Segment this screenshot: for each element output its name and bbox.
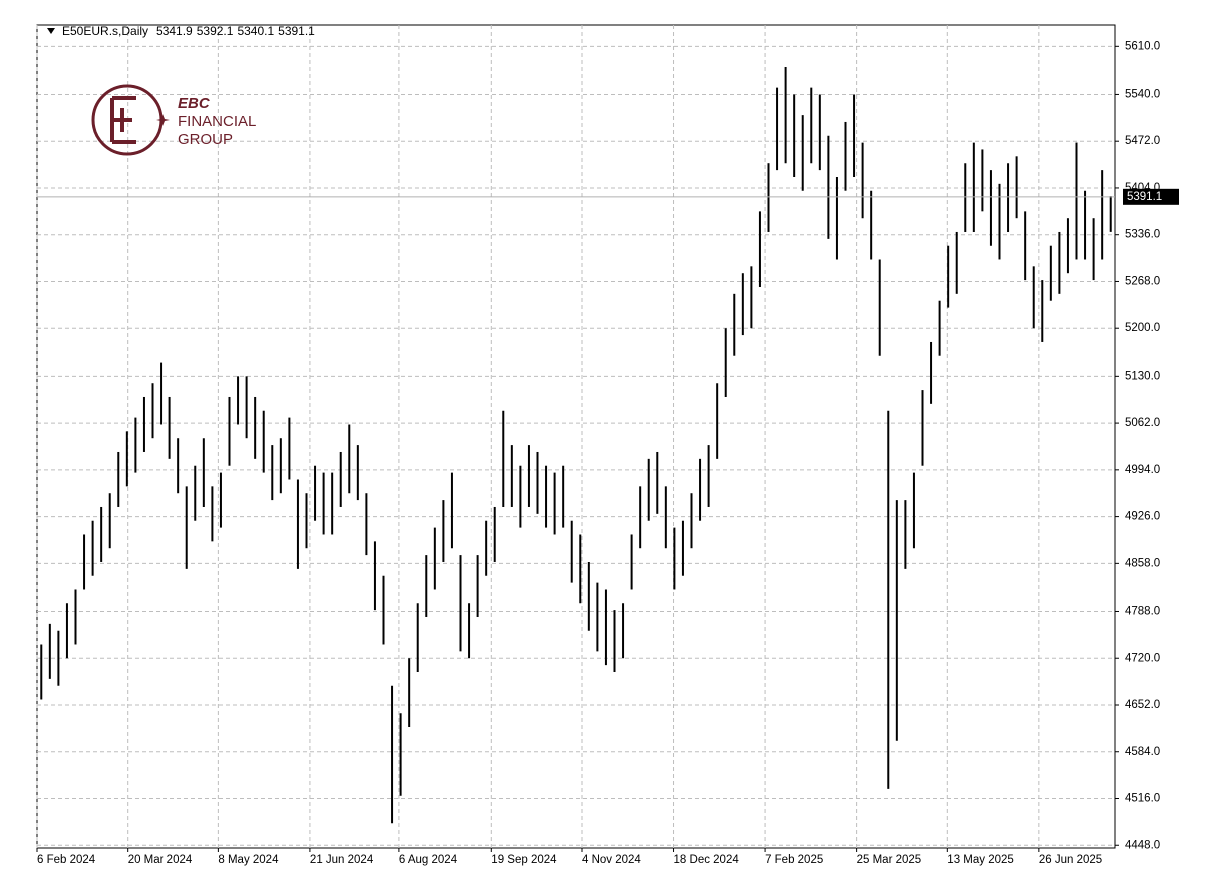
- y-tick-label: 4652.0: [1125, 699, 1160, 711]
- header: E50EUR.s,Daily 5341.9 5392.1 5340.1 5391…: [47, 24, 315, 38]
- x-tick-label: 8 May 2024: [218, 854, 279, 866]
- x-tick-label: 13 May 2025: [947, 854, 1014, 866]
- y-tick-label: 4788.0: [1125, 606, 1160, 618]
- y-tick-label: 5200.0: [1125, 322, 1160, 334]
- y-tick-label: 4926.0: [1125, 511, 1160, 523]
- y-tick-label: 5130.0: [1125, 370, 1160, 382]
- y-tick-label: 5472.0: [1125, 135, 1160, 147]
- y-tick-label: 5336.0: [1125, 229, 1160, 241]
- bars: [40, 66, 1112, 824]
- x-tick-label: 4 Nov 2024: [582, 854, 641, 866]
- logo-line: FINANCIAL: [178, 113, 256, 130]
- low-value: 5340.1: [237, 24, 274, 38]
- y-tick-label: 5610.0: [1125, 40, 1160, 52]
- close-value: 5391.1: [278, 24, 315, 38]
- open-value: 5341.9: [156, 24, 193, 38]
- axes: 5610.05540.05472.05404.05336.05268.05200…: [36, 40, 1179, 866]
- logo-line: GROUP: [178, 131, 233, 148]
- x-tick-label: 21 Jun 2024: [310, 854, 374, 866]
- logo-mark: [110, 96, 136, 144]
- current-price-label: 5391.1: [1127, 191, 1162, 203]
- logo-name: EBC: [178, 95, 211, 112]
- current-price-box: [1123, 188, 1179, 205]
- x-tick-label: 7 Feb 2025: [765, 854, 823, 866]
- grid: [36, 25, 1115, 848]
- y-tick-label: 4720.0: [1125, 652, 1160, 664]
- logo: EBC FINANCIAL GROUP: [91, 84, 256, 156]
- menu-arrow: [47, 28, 55, 34]
- y-tick-label: 4994.0: [1125, 464, 1160, 476]
- y-tick-label: 4858.0: [1125, 557, 1160, 569]
- x-tick-label: 19 Sep 2024: [491, 854, 557, 866]
- x-tick-label: 6 Aug 2024: [399, 854, 458, 866]
- symbol-title: E50EUR.s,Daily: [62, 24, 148, 38]
- logo-star: [156, 114, 170, 126]
- y-tick-label: 4516.0: [1125, 793, 1160, 805]
- x-tick-label: 6 Feb 2024: [37, 854, 96, 866]
- y-tick-label: 5540.0: [1125, 88, 1160, 100]
- x-tick-label: 18 Dec 2024: [674, 854, 740, 866]
- plot-frame: [36, 24, 1116, 849]
- y-tick-label: 4448.0: [1125, 839, 1160, 851]
- y-tick-label: 5268.0: [1125, 275, 1160, 287]
- x-tick-label: 25 Mar 2025: [857, 854, 922, 866]
- y-tick-label: 5062.0: [1125, 417, 1160, 429]
- high-value: 5392.1: [197, 24, 234, 38]
- x-tick-label: 26 Jun 2025: [1039, 854, 1102, 866]
- x-tick-label: 20 Mar 2024: [128, 854, 193, 866]
- y-tick-label: 4584.0: [1125, 746, 1160, 758]
